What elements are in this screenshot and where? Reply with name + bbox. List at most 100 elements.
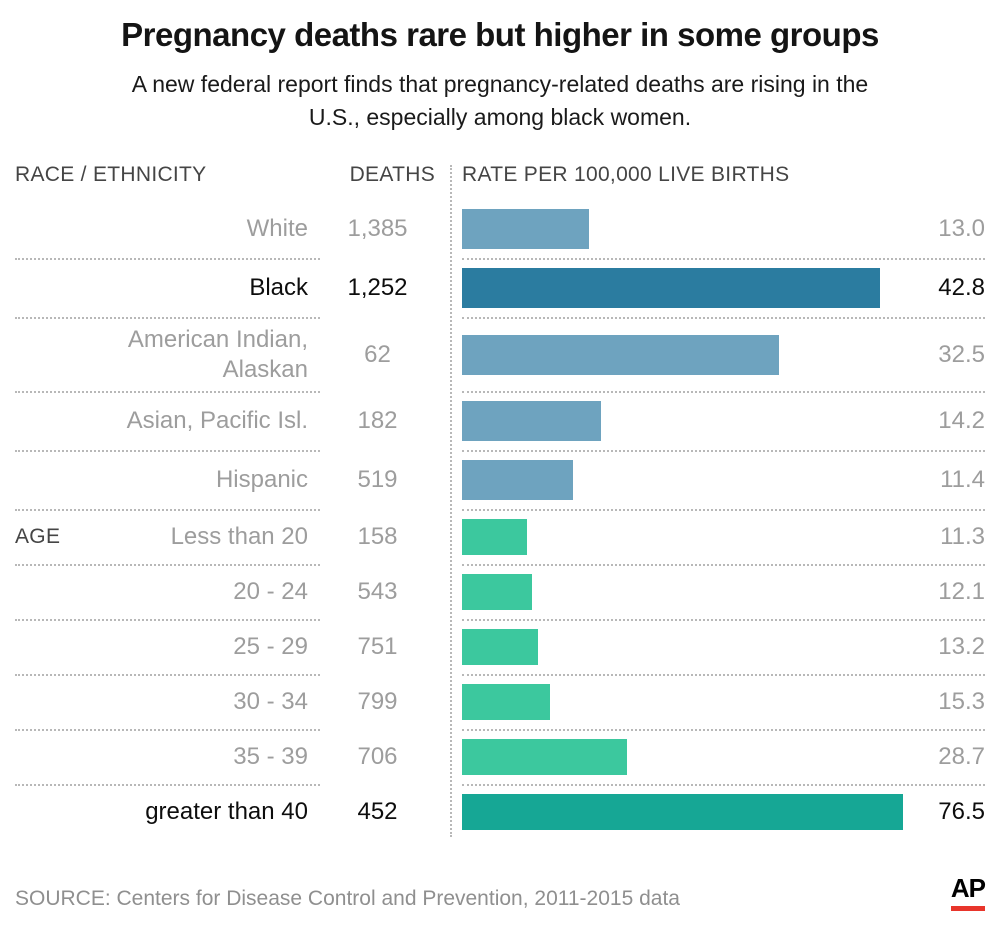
row-separator (15, 783, 985, 786)
bar-cell (435, 731, 905, 784)
separator-left-segment (15, 728, 320, 731)
separator-left-segment (15, 508, 320, 511)
separator-left-segment (15, 390, 320, 393)
separator-right-segment (462, 563, 985, 566)
rate-bar (462, 401, 601, 442)
rate-value: 42.8 (938, 274, 985, 302)
rate-bar (462, 794, 903, 831)
row-label-cell: American Indian, Alaskan (15, 319, 320, 391)
row-label: White (246, 215, 308, 243)
ap-logo-text: AP (950, 872, 986, 903)
rate-value: 12.1 (938, 578, 985, 606)
source-credit: SOURCE: Centers for Disease Control and … (15, 886, 680, 910)
rate-bar (462, 519, 527, 556)
row-label-cell: White (15, 201, 320, 258)
row-label-cell: 20 - 24 (15, 566, 320, 619)
rate-value: 13.2 (938, 633, 985, 661)
row-label-cell: greater than 40 (15, 786, 320, 839)
chart-title: Pregnancy deaths rare but higher in some… (121, 16, 879, 53)
row-label: 30 - 34 (233, 688, 308, 716)
chart-row: 35 - 39 706 28.7 (15, 731, 985, 784)
chart-row: AGE Less than 20 158 11.3 (15, 511, 985, 564)
deaths-value: 452 (357, 798, 398, 826)
row-separator (15, 673, 985, 676)
deaths-value: 799 (357, 688, 398, 716)
rate-bar (462, 684, 550, 721)
ap-logo: AP (950, 872, 986, 911)
bar-cell (435, 319, 905, 391)
bar-cell (435, 511, 905, 564)
rate-value: 13.0 (938, 215, 985, 243)
row-label: 25 - 29 (233, 633, 308, 661)
deaths-value: 62 (364, 340, 391, 368)
rate-value: 15.3 (938, 688, 985, 716)
deaths-value: 182 (357, 407, 398, 435)
rate-value: 32.5 (938, 340, 985, 368)
bar-cell (435, 566, 905, 619)
chart-row: Black 1,252 42.8 (15, 260, 985, 317)
rate-bar (462, 629, 538, 666)
deaths-value: 706 (357, 743, 398, 771)
row-separator (15, 618, 985, 621)
row-label: Black (249, 274, 308, 302)
row-separator (15, 449, 985, 452)
separator-left-segment (15, 618, 320, 621)
header-rate-per-100000: RATE PER 100,000 LIVE BIRTHS (462, 162, 790, 186)
bar-chart: RACE / ETHNICITY DEATHS RATE PER 100,000… (15, 163, 985, 839)
separator-right-segment (462, 783, 985, 786)
separator-right-segment (462, 508, 985, 511)
deaths-value: 519 (357, 466, 398, 494)
row-label-cell: 30 - 34 (15, 676, 320, 729)
header-deaths: DEATHS (349, 162, 435, 186)
row-label: American Indian, Alaskan (127, 325, 308, 383)
rate-bar (462, 574, 532, 611)
separator-right-segment (462, 316, 985, 319)
bar-cell (435, 786, 905, 839)
deaths-value: 1,252 (347, 274, 408, 302)
rate-value: 28.7 (938, 743, 985, 771)
chart-rows: White 1,385 13.0 Black 1,252 42.8 American Ind… (15, 201, 985, 839)
chart-row: 20 - 24 543 12.1 (15, 566, 985, 619)
rate-bar (462, 209, 589, 250)
ap-logo-red-bar (950, 905, 985, 911)
separator-right-segment (462, 728, 985, 731)
section-label-age: AGE (15, 525, 61, 549)
rate-bar (462, 460, 573, 501)
bar-cell (435, 452, 905, 509)
chart-subtitle: A new federal report finds that pregnanc… (131, 71, 869, 131)
column-divider-dotted-line (450, 164, 452, 837)
bar-cell (435, 201, 905, 258)
bar-cell (435, 260, 905, 317)
row-label: Less than 20 (170, 523, 308, 551)
row-label: Asian, Pacific Isl. (126, 407, 308, 435)
rate-bar (462, 334, 779, 375)
header-race-ethnicity: RACE / ETHNICITY (15, 162, 207, 186)
chart-row: 25 - 29 751 13.2 (15, 621, 985, 674)
row-label-cell: Hispanic (15, 452, 320, 509)
chart-header-row: RACE / ETHNICITY DEATHS RATE PER 100,000… (15, 163, 985, 187)
separator-left-segment (15, 563, 320, 566)
row-label-cell: Black (15, 260, 320, 317)
row-label: 35 - 39 (233, 743, 308, 771)
separator-right-segment (462, 673, 985, 676)
row-label-cell: AGE Less than 20 (15, 511, 320, 564)
row-label: greater than 40 (145, 798, 308, 826)
footer: SOURCE: Centers for Disease Control and … (15, 872, 986, 911)
chart-row: greater than 40 452 76.5 (15, 786, 985, 839)
row-label-cell: 35 - 39 (15, 731, 320, 784)
separator-left-segment (15, 257, 320, 260)
chart-row: White 1,385 13.0 (15, 201, 985, 258)
chart-row: Asian, Pacific Isl. 182 14.2 (15, 393, 985, 450)
separator-left-segment (15, 449, 320, 452)
separator-right-segment (462, 390, 985, 393)
chart-row: 30 - 34 799 15.3 (15, 676, 985, 729)
deaths-value: 543 (357, 578, 398, 606)
deaths-value: 158 (357, 523, 398, 551)
chart-row: Hispanic 519 11.4 (15, 452, 985, 509)
rate-value: 11.4 (940, 466, 985, 494)
rate-value: 14.2 (938, 407, 985, 435)
separator-right-segment (462, 449, 985, 452)
separator-right-segment (462, 257, 985, 260)
deaths-value: 1,385 (347, 215, 408, 243)
